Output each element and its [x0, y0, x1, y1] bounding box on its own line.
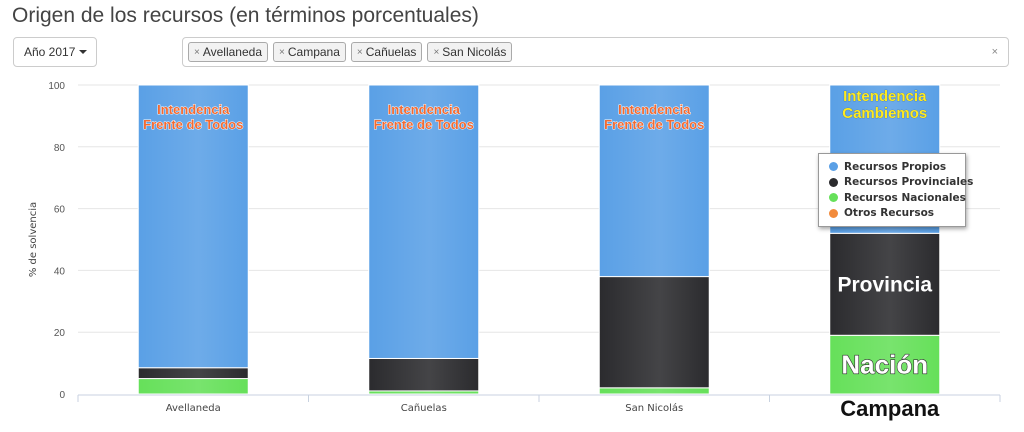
legend-label: Recursos Nacionales [844, 191, 966, 204]
bar-segment-shade [829, 233, 940, 336]
legend-label: Recursos Propios [844, 160, 947, 173]
x-tick-label: Cañuelas [401, 403, 447, 414]
year-dropdown-label: Año 2017 [24, 45, 76, 59]
tag-avellaneda[interactable]: × Avellaneda [188, 42, 269, 62]
bar-annotation: Intendencia [388, 102, 461, 117]
bar-segment-shade [368, 390, 479, 394]
tag-canuelas[interactable]: × Cañuelas [350, 42, 423, 62]
bar-annotation: Frente de Todos [604, 117, 704, 132]
bar-annotation: Cambiemos [842, 105, 927, 122]
municipality-multiselect[interactable]: × Avellaneda × Campana × Cañuelas × San … [182, 37, 1009, 67]
legend-marker [829, 177, 838, 187]
bar-annotation: Intendencia [157, 102, 230, 117]
legend-label: Otros Recursos [844, 207, 935, 220]
bar-annotation: Intendencia [843, 88, 927, 105]
legend-label: Recursos Provinciales [844, 176, 974, 189]
bar-segment-shade [829, 335, 940, 394]
bar-segment-shade [138, 85, 249, 368]
legend-item[interactable]: Recursos Provinciales [829, 175, 973, 191]
legend-marker [829, 162, 838, 172]
y-tick-label: 60 [54, 205, 66, 216]
legend-item[interactable]: Recursos Propios [829, 159, 965, 175]
bar-segment-shade [599, 276, 710, 388]
remove-tag-icon[interactable]: × [279, 46, 285, 58]
bar-segment-shade [138, 378, 249, 394]
chart-legend: Recursos Propios Recursos Provinciales R… [818, 153, 973, 227]
bar-annotation: Intendencia [618, 102, 691, 117]
tag-campana[interactable]: × Campana [273, 42, 346, 62]
remove-tag-icon[interactable]: × [433, 46, 440, 58]
remove-tag-icon[interactable]: × [356, 46, 363, 58]
segment-annotation: Provincia [837, 273, 932, 296]
x-tick-label: Campana [840, 396, 940, 421]
tag-label: Campana [287, 45, 340, 59]
legend-marker [829, 193, 838, 203]
bar-annotation: Frente de Todos [143, 117, 243, 132]
y-tick-label: 0 [59, 390, 65, 401]
y-tick-label: 40 [54, 266, 66, 277]
bar-segment-shade [599, 85, 710, 277]
year-dropdown[interactable]: Año 2017 [13, 37, 97, 67]
y-tick-label: 80 [54, 143, 66, 154]
y-axis-label: % de solvencia [28, 202, 39, 277]
page-title: Origen de los recursos (en términos porc… [12, 4, 479, 27]
tag-label: San Nicolás [442, 45, 507, 59]
bar-segment-shade [368, 85, 479, 359]
segment-annotation: Nación [841, 350, 928, 380]
bar-segment-shade [368, 358, 479, 391]
bar-segment-shade [599, 387, 710, 394]
legend-item[interactable]: Recursos Nacionales [829, 190, 966, 206]
x-tick-label: Avellaneda [166, 403, 221, 414]
tag-label: Cañuelas [365, 45, 417, 59]
tag-san-nicolas[interactable]: × San Nicolás [427, 42, 513, 62]
x-tick-label: San Nicolás [625, 402, 683, 414]
y-tick-label: 20 [54, 328, 66, 339]
chevron-down-icon [79, 50, 88, 54]
bar-segment-shade [138, 367, 249, 379]
tag-label: Avellaneda [202, 45, 263, 59]
legend-marker [829, 208, 838, 218]
bar-annotation: Frente de Todos [374, 117, 474, 132]
clear-all-icon[interactable]: × [991, 46, 998, 58]
y-tick-label: 100 [48, 81, 65, 92]
legend-item[interactable]: Otros Recursos [829, 206, 965, 222]
remove-tag-icon[interactable]: × [194, 46, 200, 58]
